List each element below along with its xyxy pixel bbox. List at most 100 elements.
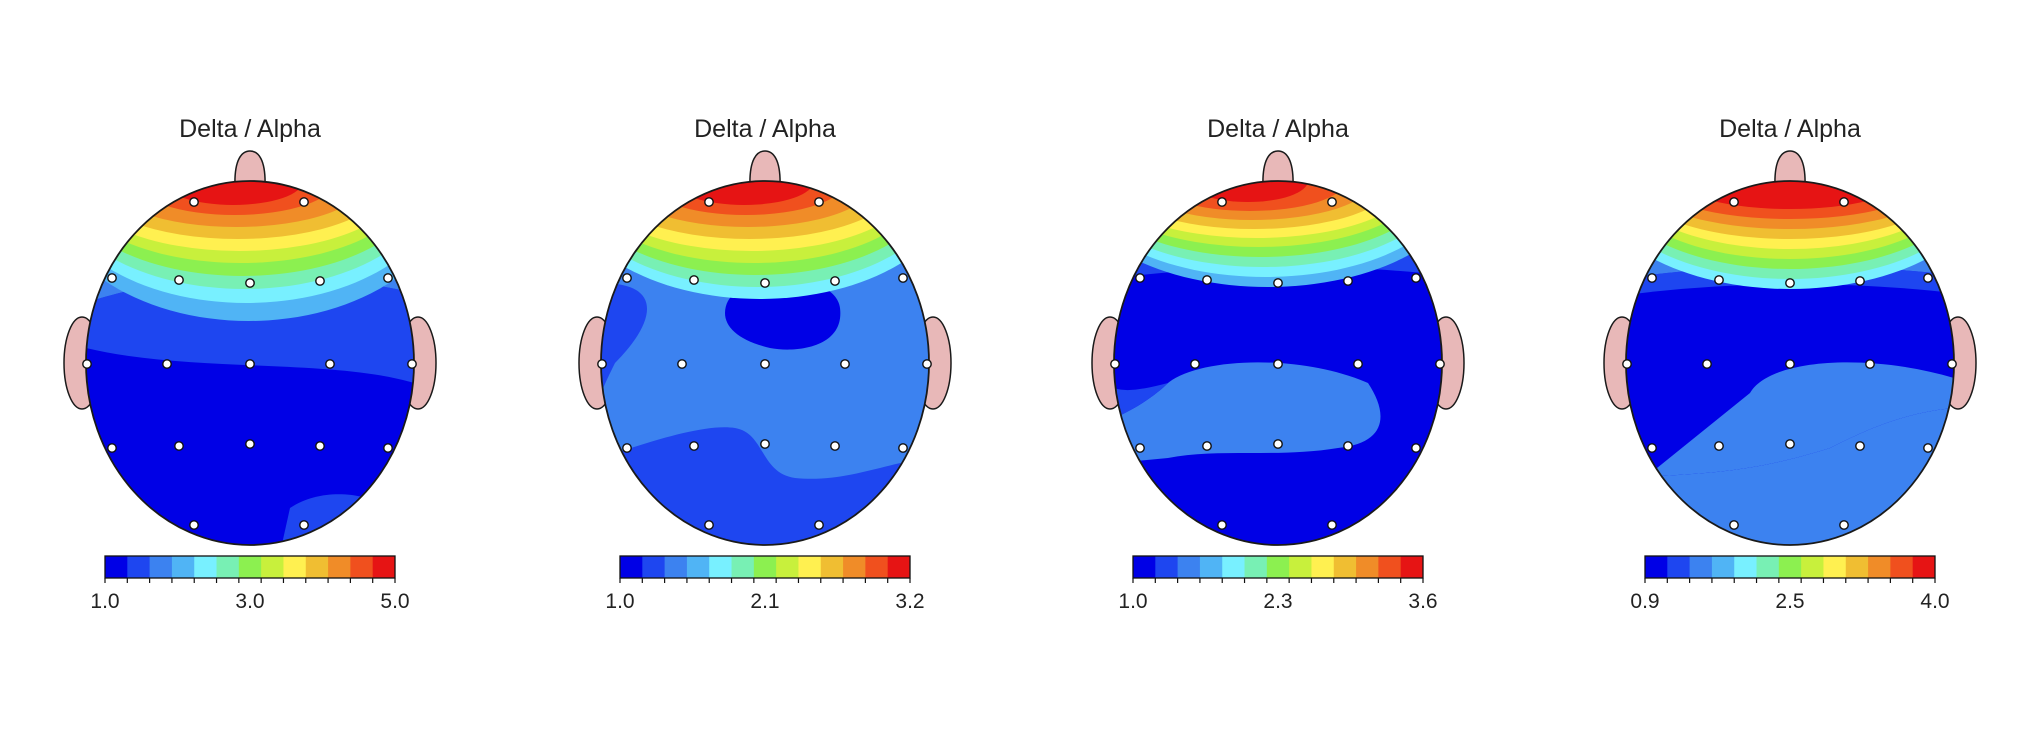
electrode-marker bbox=[814, 197, 824, 207]
electrode-marker bbox=[82, 359, 92, 369]
colorbar-swatch bbox=[1845, 556, 1869, 578]
electrode-marker bbox=[107, 273, 117, 283]
electrode-marker bbox=[622, 273, 632, 283]
topomap-4: Delta / Alpha 0.9 2.5 4.0 bbox=[1603, 115, 1977, 613]
colorbar-swatch bbox=[305, 556, 329, 578]
map-contour-region bbox=[1626, 408, 1954, 545]
electrode-marker bbox=[1923, 443, 1933, 453]
electrode-marker bbox=[1435, 359, 1445, 369]
electrode-marker bbox=[1865, 359, 1875, 369]
electrode-marker bbox=[1411, 443, 1421, 453]
electrode-marker bbox=[383, 443, 393, 453]
colorbar-tick-label: 5.0 bbox=[380, 590, 409, 613]
colorbar-swatch bbox=[350, 556, 374, 578]
electrode-marker bbox=[1647, 443, 1657, 453]
electrode-marker bbox=[830, 441, 840, 451]
nose-shape bbox=[1262, 150, 1294, 188]
electrode-marker bbox=[1702, 359, 1712, 369]
electrode-marker bbox=[677, 359, 687, 369]
topomap-1: Delta / Alpha 1.0 3.0 5.0 bbox=[63, 115, 437, 613]
map-surface bbox=[1626, 181, 1954, 545]
colorbar-swatch bbox=[1689, 556, 1713, 578]
colorbar-swatch bbox=[620, 556, 643, 578]
nose-shape bbox=[234, 150, 266, 188]
map-contour-region bbox=[601, 427, 929, 545]
electrode-marker bbox=[325, 359, 335, 369]
map-contour-region bbox=[1680, 181, 1900, 209]
map-contour-region bbox=[674, 181, 814, 205]
colorbar-swatch bbox=[238, 556, 262, 578]
electrode-marker bbox=[1839, 520, 1849, 530]
colorbar: 1.0 3.0 5.0 bbox=[90, 555, 410, 613]
colorbar-swatch bbox=[1266, 556, 1290, 578]
colorbar-tick-label: 1.0 bbox=[605, 590, 634, 613]
colorbar-swatch bbox=[1868, 556, 1891, 578]
electrode-marker bbox=[1411, 273, 1421, 283]
electrode-marker bbox=[689, 441, 699, 451]
electrode-marker bbox=[107, 443, 117, 453]
topomap-2: Delta / Alpha 1.0 2.1 3.2 bbox=[578, 115, 952, 613]
electrode-marker bbox=[922, 359, 932, 369]
colorbar-frame bbox=[619, 555, 911, 579]
colorbar-swatch bbox=[1734, 556, 1758, 578]
electrode-marker bbox=[315, 441, 325, 451]
colorbar-swatch bbox=[1311, 556, 1335, 578]
electrode-marker bbox=[1217, 197, 1227, 207]
colorbar-swatch bbox=[642, 556, 666, 578]
electrode-marker bbox=[1785, 278, 1795, 288]
colorbar-swatch bbox=[1890, 556, 1914, 578]
colorbar-swatch bbox=[1199, 556, 1223, 578]
colorbar-swatch bbox=[1155, 556, 1179, 578]
electrode-marker bbox=[704, 197, 714, 207]
electrode-marker bbox=[1839, 197, 1849, 207]
map-contour-region bbox=[601, 283, 648, 393]
colorbar: 1.0 2.1 3.2 bbox=[605, 555, 925, 613]
electrode-marker bbox=[1785, 359, 1795, 369]
map-contour-region bbox=[1114, 362, 1381, 463]
colorbar-tick-label: 3.2 bbox=[895, 590, 924, 613]
colorbar-swatch bbox=[1400, 556, 1424, 578]
colorbar-swatch bbox=[1333, 556, 1357, 578]
electrode-marker bbox=[189, 520, 199, 530]
electrode-marker bbox=[1622, 359, 1632, 369]
electrode-marker bbox=[1327, 520, 1337, 530]
colorbar-tick-label: 3.6 bbox=[1408, 590, 1437, 613]
colorbar-swatch bbox=[1378, 556, 1402, 578]
colorbar-swatch bbox=[105, 556, 128, 578]
colorbar-swatch bbox=[798, 556, 822, 578]
electrode-marker bbox=[760, 359, 770, 369]
electrode-marker bbox=[1273, 278, 1283, 288]
electrode-marker bbox=[1353, 359, 1363, 369]
colorbar: 1.0 2.3 3.6 bbox=[1118, 555, 1438, 613]
electrode-marker bbox=[1729, 197, 1739, 207]
map-title: Delta / Alpha bbox=[1719, 115, 1861, 143]
colorbar-tick-label: 1.0 bbox=[90, 590, 119, 613]
map-title: Delta / Alpha bbox=[694, 115, 836, 143]
colorbar: 0.9 2.5 4.0 bbox=[1630, 555, 1950, 613]
colorbar-swatch bbox=[283, 556, 307, 578]
colorbar-swatch bbox=[1356, 556, 1379, 578]
colorbar-swatch bbox=[1711, 556, 1735, 578]
electrode-marker bbox=[1110, 359, 1120, 369]
electrode-marker bbox=[299, 520, 309, 530]
colorbar-tick-label: 4.0 bbox=[1920, 590, 1949, 613]
colorbar-tick-label: 3.0 bbox=[235, 590, 264, 613]
map-title: Delta / Alpha bbox=[179, 115, 321, 143]
electrode-marker bbox=[383, 273, 393, 283]
colorbar-swatch bbox=[1912, 556, 1936, 578]
colorbar-swatch bbox=[1222, 556, 1246, 578]
colorbar-swatch bbox=[216, 556, 240, 578]
colorbar-swatch bbox=[1244, 556, 1268, 578]
electrode-marker bbox=[245, 359, 255, 369]
electrode-marker bbox=[162, 359, 172, 369]
nose-shape bbox=[749, 150, 781, 188]
colorbar-frame bbox=[1132, 555, 1424, 579]
electrode-marker bbox=[1327, 197, 1337, 207]
electrode-marker bbox=[760, 439, 770, 449]
electrode-marker bbox=[1714, 275, 1724, 285]
electrode-marker bbox=[1135, 273, 1145, 283]
electrode-marker bbox=[299, 197, 309, 207]
electrode-marker bbox=[1923, 273, 1933, 283]
map-contour-region bbox=[1114, 383, 1168, 418]
